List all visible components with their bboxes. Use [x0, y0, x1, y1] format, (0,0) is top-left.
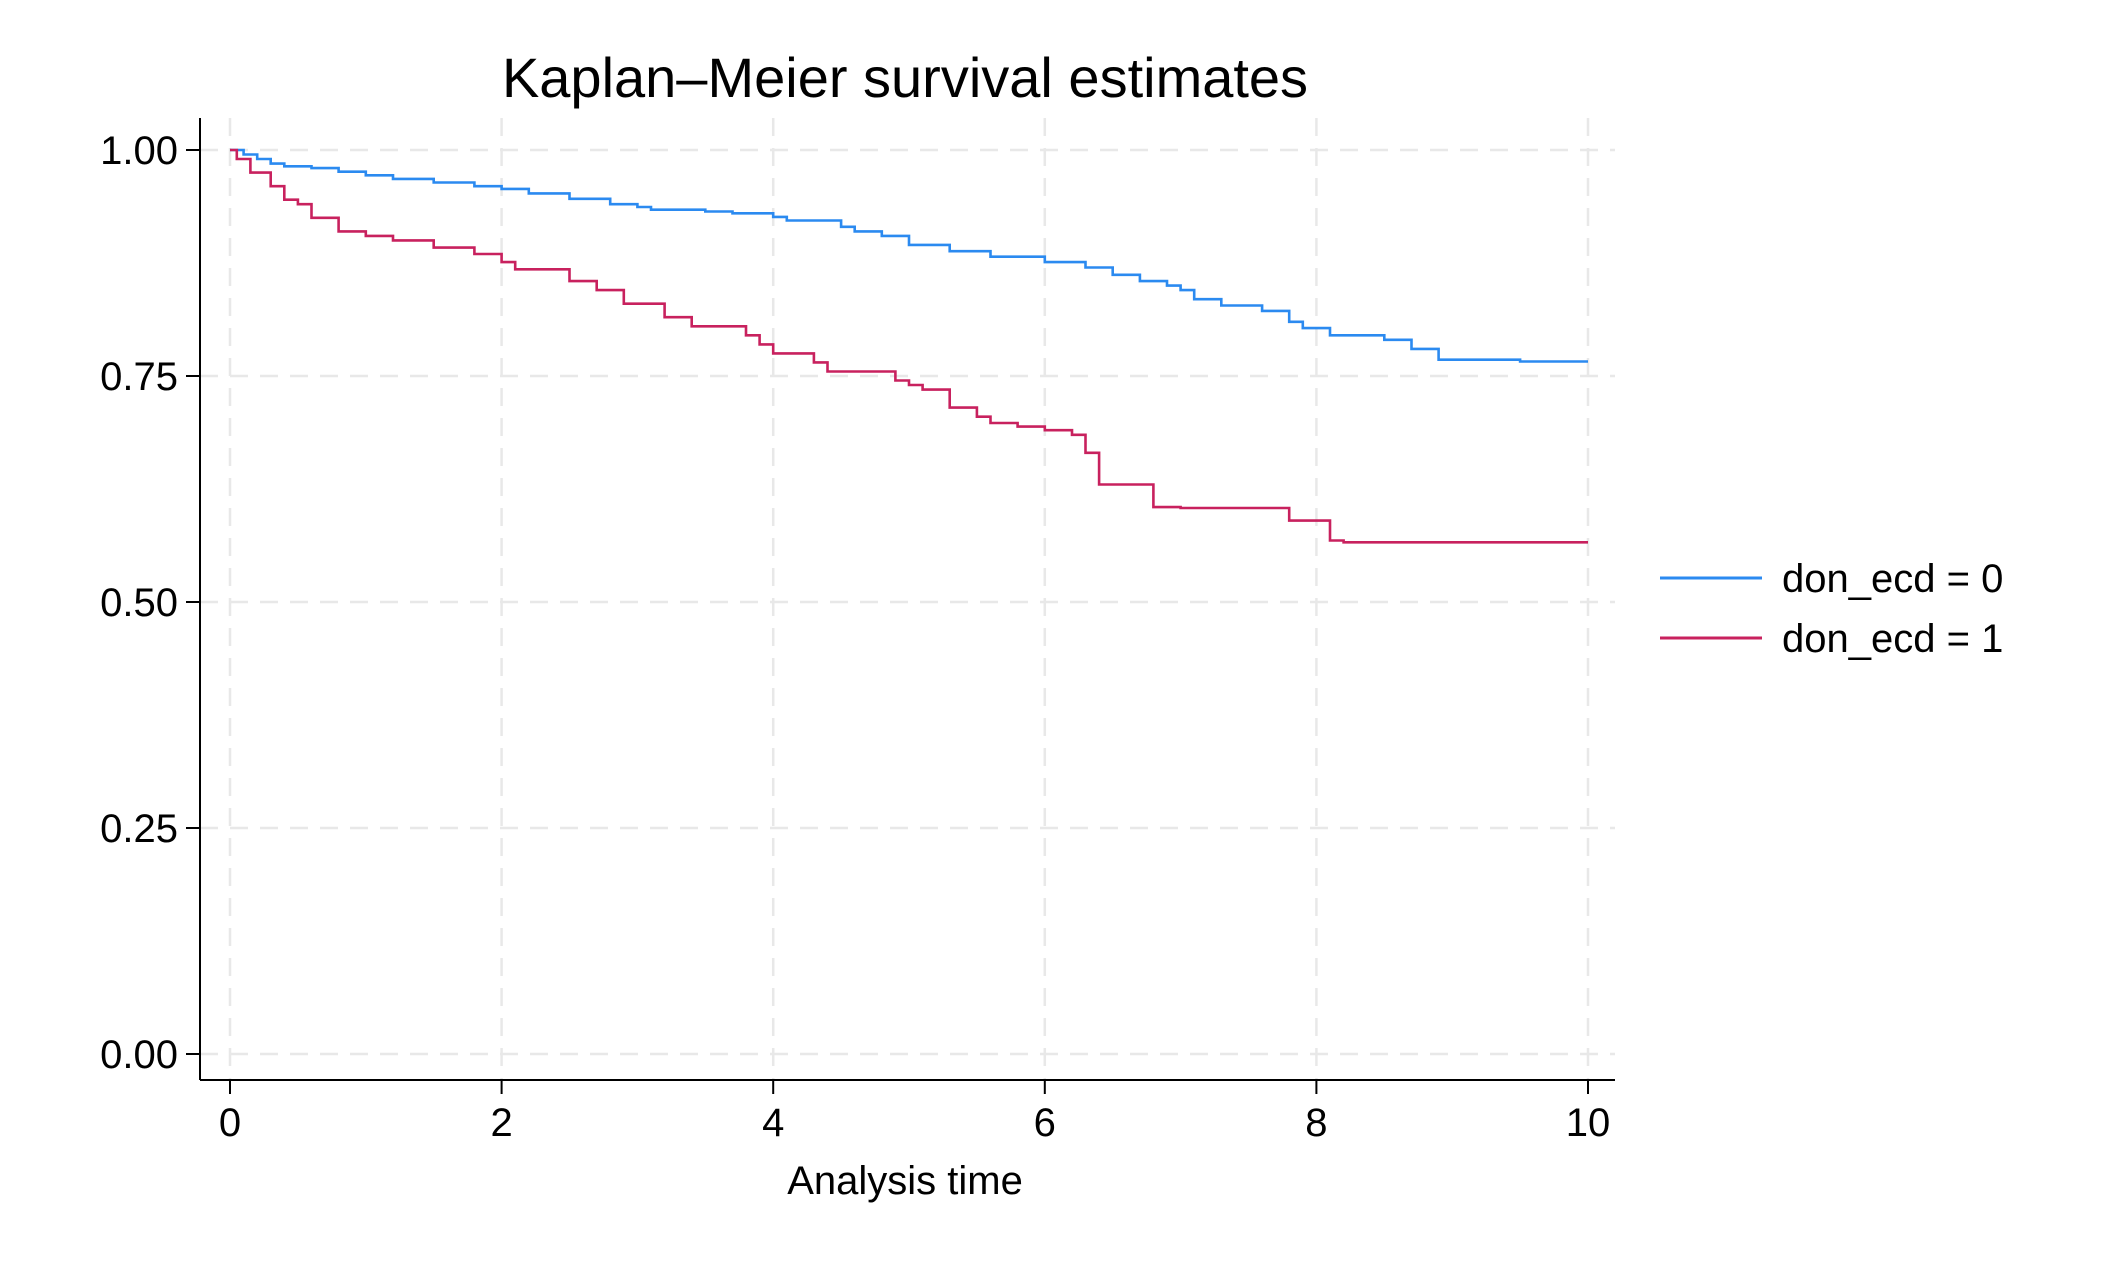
grid: [200, 118, 1615, 1080]
y-tick-label: 0.75: [100, 355, 178, 399]
series-line-don-ecd-0: [230, 148, 1588, 363]
legend-label: don_ecd = 0: [1782, 557, 2003, 601]
y-tick-label: 0.25: [100, 807, 178, 851]
x-tick-label: 2: [490, 1101, 512, 1145]
x-axis-label: Analysis time: [787, 1159, 1023, 1203]
legend-label: don_ecd = 1: [1782, 617, 2003, 661]
legend: don_ecd = 0 don_ecd = 1: [1660, 557, 2003, 661]
y-tick-label: 0.00: [100, 1033, 178, 1077]
x-tick-label: 4: [762, 1101, 784, 1145]
series-line-don-ecd-1: [230, 148, 1588, 544]
series-lines: [230, 148, 1588, 544]
x-tick-label: 8: [1305, 1101, 1327, 1145]
x-tick-label: 6: [1034, 1101, 1056, 1145]
chart-title: Kaplan–Meier survival estimates: [502, 46, 1308, 109]
y-tick-label: 1.00: [100, 129, 178, 173]
x-tick-label: 10: [1566, 1101, 1611, 1145]
x-tick-label: 0: [219, 1101, 241, 1145]
axes: 0.00 0.25 0.50 0.75 1.00 0 2 4 6 8 10: [100, 118, 1615, 1145]
y-tick-label: 0.50: [100, 581, 178, 625]
